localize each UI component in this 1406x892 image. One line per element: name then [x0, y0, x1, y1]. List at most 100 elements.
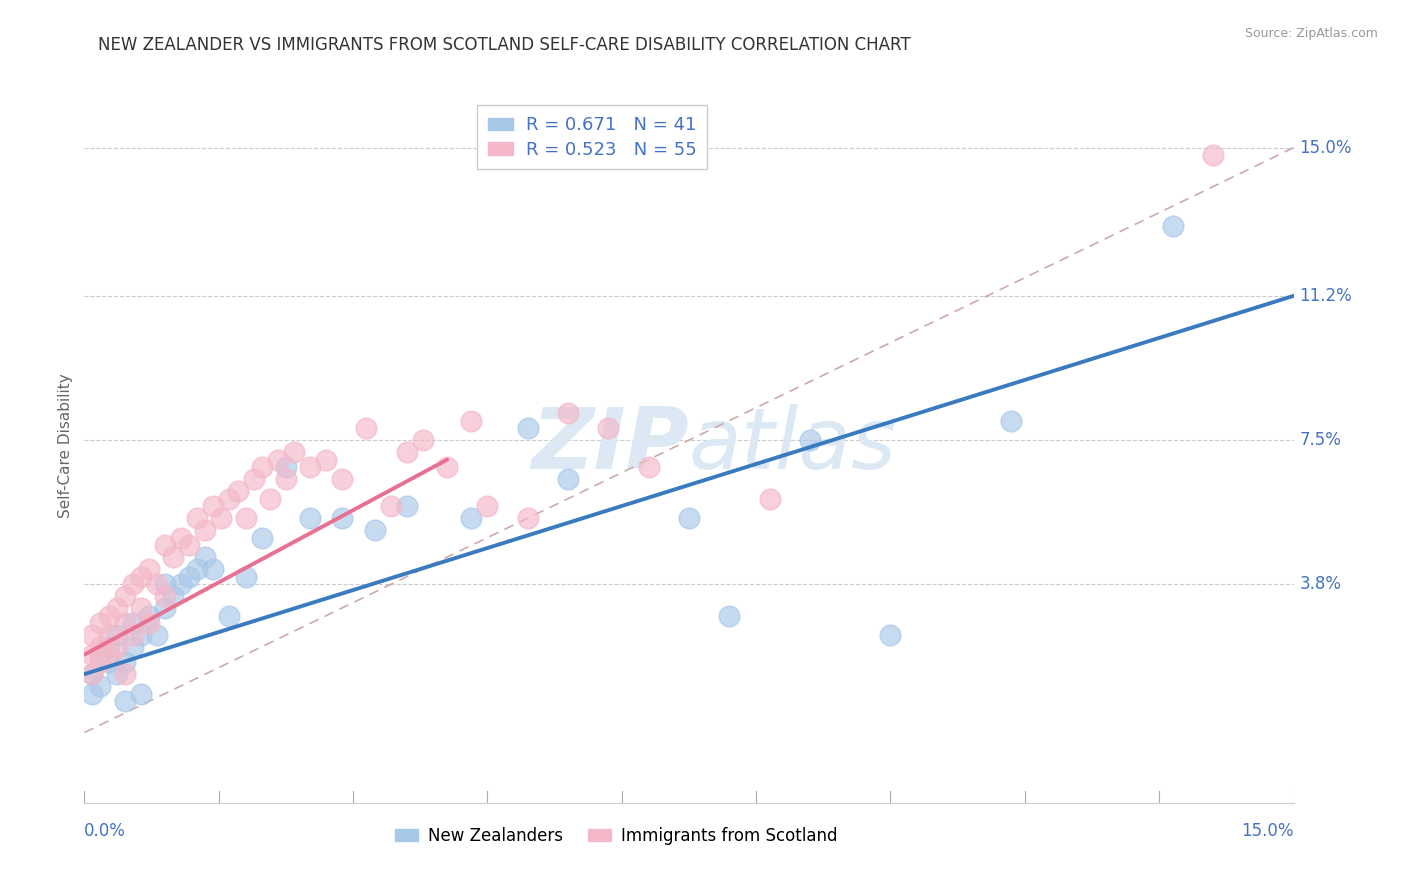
Point	[105, 628, 128, 642]
Point	[162, 589, 184, 603]
Point	[209, 511, 232, 525]
Point	[129, 628, 152, 642]
Point	[598, 421, 620, 435]
Legend: New Zealanders, Immigrants from Scotland: New Zealanders, Immigrants from Scotland	[388, 821, 845, 852]
Point	[250, 460, 273, 475]
Point	[105, 600, 128, 615]
Point	[89, 616, 111, 631]
Point	[89, 656, 111, 670]
Point	[678, 511, 700, 525]
Point	[129, 687, 152, 701]
Text: atlas: atlas	[689, 404, 897, 488]
Point	[299, 511, 322, 525]
Point	[114, 616, 136, 631]
Point	[202, 562, 225, 576]
Text: 7.5%: 7.5%	[1299, 431, 1341, 450]
Point	[516, 421, 538, 435]
Text: ZIP: ZIP	[531, 404, 689, 488]
Point	[194, 523, 217, 537]
Point	[89, 679, 111, 693]
Point	[97, 640, 120, 654]
Point	[121, 577, 143, 591]
Point	[395, 500, 418, 514]
Point	[138, 608, 160, 623]
Point	[330, 511, 353, 525]
Point	[380, 500, 402, 514]
Point	[1202, 148, 1225, 162]
Point	[105, 667, 128, 681]
Point	[274, 472, 297, 486]
Point	[82, 648, 104, 662]
Point	[186, 562, 208, 576]
Point	[153, 600, 176, 615]
Point	[460, 511, 482, 525]
Point	[879, 628, 901, 642]
Point	[202, 500, 225, 514]
Point	[89, 640, 111, 654]
Point	[82, 687, 104, 701]
Point	[315, 452, 337, 467]
Point	[129, 569, 152, 583]
Point	[138, 616, 160, 631]
Point	[637, 460, 659, 475]
Point	[718, 608, 741, 623]
Point	[82, 628, 104, 642]
Point	[138, 562, 160, 576]
Point	[460, 414, 482, 428]
Point	[153, 577, 176, 591]
Point	[170, 577, 193, 591]
Point	[557, 472, 579, 486]
Text: 15.0%: 15.0%	[1241, 822, 1294, 840]
Text: 0.0%: 0.0%	[84, 822, 127, 840]
Text: 15.0%: 15.0%	[1299, 138, 1353, 157]
Text: Source: ZipAtlas.com: Source: ZipAtlas.com	[1244, 27, 1378, 40]
Point	[162, 550, 184, 565]
Point	[299, 460, 322, 475]
Point	[153, 538, 176, 552]
Point	[436, 460, 458, 475]
Point	[194, 550, 217, 565]
Point	[97, 628, 120, 642]
Point	[114, 589, 136, 603]
Point	[179, 538, 201, 552]
Point	[250, 531, 273, 545]
Point	[477, 500, 499, 514]
Point	[121, 640, 143, 654]
Point	[186, 511, 208, 525]
Point	[395, 445, 418, 459]
Point	[218, 608, 240, 623]
Point	[799, 433, 821, 447]
Point	[1161, 219, 1184, 233]
Point	[170, 531, 193, 545]
Point	[179, 569, 201, 583]
Point	[146, 628, 169, 642]
Point	[516, 511, 538, 525]
Point	[153, 589, 176, 603]
Point	[121, 628, 143, 642]
Point	[146, 577, 169, 591]
Point	[226, 483, 249, 498]
Point	[242, 472, 264, 486]
Point	[283, 445, 305, 459]
Point	[121, 616, 143, 631]
Text: NEW ZEALANDER VS IMMIGRANTS FROM SCOTLAND SELF-CARE DISABILITY CORRELATION CHART: NEW ZEALANDER VS IMMIGRANTS FROM SCOTLAN…	[98, 36, 911, 54]
Point	[114, 694, 136, 708]
Point	[557, 406, 579, 420]
Point	[82, 667, 104, 681]
Point	[129, 600, 152, 615]
Point	[218, 491, 240, 506]
Y-axis label: Self-Care Disability: Self-Care Disability	[58, 374, 73, 518]
Point	[114, 667, 136, 681]
Point	[89, 648, 111, 662]
Point	[267, 452, 290, 467]
Text: 11.2%: 11.2%	[1299, 287, 1353, 305]
Point	[105, 640, 128, 654]
Point	[97, 648, 120, 662]
Point	[758, 491, 780, 506]
Point	[97, 656, 120, 670]
Point	[274, 460, 297, 475]
Point	[235, 511, 257, 525]
Point	[356, 421, 378, 435]
Point	[114, 656, 136, 670]
Point	[259, 491, 281, 506]
